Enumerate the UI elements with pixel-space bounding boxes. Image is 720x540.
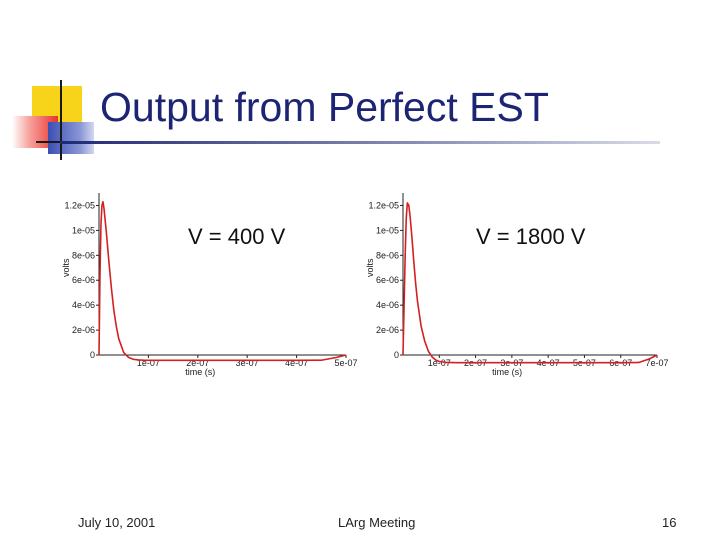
y-tick-label: 1e-05	[72, 225, 95, 235]
series-line	[402, 202, 658, 364]
y-tick-label: 6e-06	[72, 275, 95, 285]
logo-blue-block	[48, 122, 94, 154]
y-axis-title: volts	[365, 258, 375, 277]
plot-400v-label: V = 400 V	[188, 224, 286, 249]
y-tick-label: 2e-06	[376, 325, 399, 335]
y-tick-label: 1.2e-05	[64, 200, 95, 210]
series-line	[98, 200, 347, 362]
y-tick-label: 8e-06	[72, 250, 95, 260]
y-tick-label: 8e-06	[376, 250, 399, 260]
footer-date: July 10, 2001	[78, 515, 156, 530]
logo-vertical-rule	[60, 80, 62, 160]
x-axis-title: time (s)	[185, 367, 215, 377]
slide-title: Output from Perfect EST	[100, 84, 549, 130]
x-tick-label: 1e-07	[137, 358, 160, 368]
plot-400v-svg: 0 2e-06 4e-06 6e-06 8e-06 1e-05 1.2e-05 1e-07 2e…	[61, 193, 358, 377]
x-tick-label: 4e-07	[285, 358, 308, 368]
title-underline	[60, 141, 660, 144]
page-number: 16	[662, 515, 677, 530]
y-axis-title: volts	[61, 258, 71, 277]
x-tick-label: 2e-07	[186, 358, 209, 368]
y-tick-label: 4e-06	[72, 300, 95, 310]
footer-center: LArg Meeting	[338, 515, 416, 530]
plot-400v: 0 2e-06 4e-06 6e-06 8e-06 1e-05 1.2e-05 1e-07 2e…	[58, 185, 358, 380]
y-tick-label: 1e-05	[376, 225, 399, 235]
plot-1800v: 0 2e-06 4e-06 6e-06 8e-06 1e-05 1.2e-05 1e-07 2e…	[362, 185, 669, 380]
y-tick-label: 6e-06	[376, 275, 399, 285]
y-tick-label: 1.2e-05	[368, 200, 399, 210]
x-tick-label: 5e-07	[334, 358, 357, 368]
logo-horizontal-rule	[36, 141, 76, 143]
y-tick-label: 0	[394, 350, 399, 360]
y-tick-label: 0	[90, 350, 95, 360]
x-tick-label: 1e-07	[428, 358, 451, 368]
y-tick-label: 4e-06	[376, 300, 399, 310]
x-tick-label: 3e-07	[236, 358, 259, 368]
x-tick-label: 7e-07	[645, 358, 668, 368]
plot-1800v-label: V = 1800 V	[476, 224, 586, 249]
y-tick-label: 2e-06	[72, 325, 95, 335]
x-axis-title: time (s)	[492, 367, 522, 377]
